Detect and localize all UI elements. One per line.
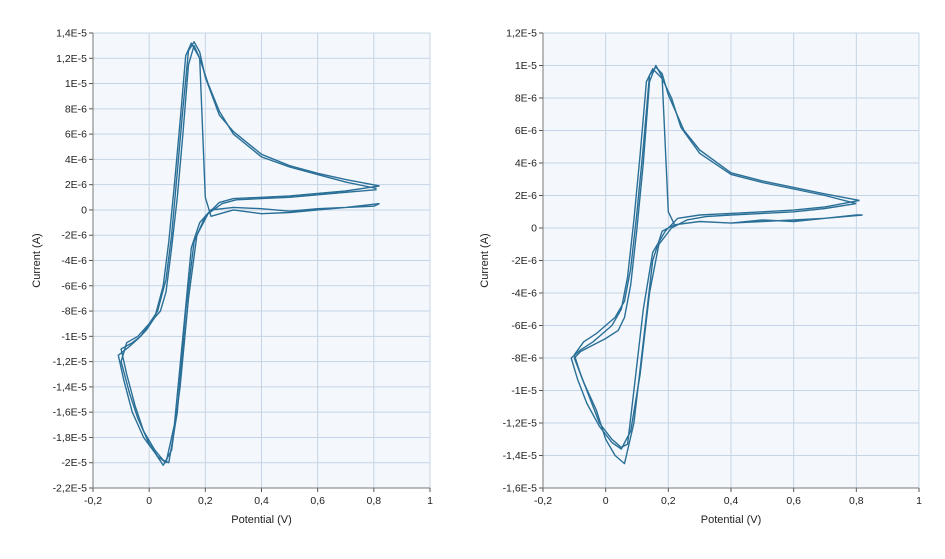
y-tick-label: -8E-6 — [511, 353, 537, 365]
x-tick-label: 0,6 — [310, 495, 325, 507]
x-tick-label: 0,8 — [367, 495, 382, 507]
y-tick-label: -1,6E-5 — [503, 483, 538, 495]
y-tick-label: -6E-6 — [61, 280, 87, 292]
right-chart: -0,2 0 0,2 0,4 0,6 0,8 1 1,2E-5 1E-5 8E-6 6E-6 4E-6… — [479, 28, 922, 527]
y-tick-label: 1,2E-5 — [56, 53, 87, 65]
x-tick-label: 0 — [603, 495, 609, 507]
cv-series-line — [120, 44, 380, 464]
cv-series-line — [117, 42, 377, 466]
cv-series-line — [573, 64, 863, 465]
x-tick-label: 1 — [427, 495, 433, 507]
y-tick-label: 6E-6 — [65, 129, 87, 141]
y-tick-label: -1E-5 — [511, 385, 537, 397]
x-tick-label: 0,6 — [786, 495, 801, 507]
y-tick-label: 6E-6 — [515, 125, 537, 137]
y-tick-label: -6E-6 — [511, 320, 537, 332]
x-axis-label: Potential (V) — [231, 514, 292, 526]
left-chart: -0,2 0 0,2 0,4 0,6 0,8 1 1,4E-5 1,2E-5 1E-5 8E-6 6E… — [31, 28, 433, 527]
y-tick-label: 1,4E-5 — [56, 28, 87, 40]
y-tick-label: 2E-6 — [65, 179, 87, 191]
y-tick-label: -2,2E-5 — [53, 483, 88, 495]
x-tick-label: 0,2 — [661, 495, 676, 507]
y-tick-label: 8E-6 — [515, 93, 537, 105]
x-tick-label: -0,2 — [84, 495, 102, 507]
y-tick-label: -4E-6 — [511, 288, 537, 300]
cv-series-line — [570, 68, 857, 450]
y-tick-label: 1,2E-5 — [506, 28, 537, 40]
x-tick-label: 0,4 — [254, 495, 269, 507]
y-tick-label: -1,6E-5 — [53, 407, 88, 419]
y-tick-label: 1E-5 — [515, 60, 537, 72]
y-tick-label: -1,4E-5 — [53, 381, 88, 393]
y-tick-label: -1E-5 — [61, 331, 87, 343]
cv-series-line — [120, 41, 380, 464]
y-tick-label: -8E-6 — [61, 306, 87, 318]
y-tick-label: 0 — [81, 204, 87, 216]
y-tick-label: -1,4E-5 — [503, 450, 538, 462]
y-tick-label: -2E-6 — [61, 230, 87, 242]
y-tick-label: 0 — [531, 223, 537, 235]
x-axis-label: Potential (V) — [701, 514, 762, 526]
y-tick-label: -1,8E-5 — [53, 432, 88, 444]
y-tick-label: -4E-6 — [61, 255, 87, 267]
x-tick-label: 1 — [916, 495, 922, 507]
y-tick-label: -2E-5 — [61, 457, 87, 469]
x-tick-label: 0,4 — [724, 495, 739, 507]
y-tick-label: 4E-6 — [65, 154, 87, 166]
y-tick-label: 4E-6 — [515, 158, 537, 170]
x-tick-label: 0,8 — [849, 495, 864, 507]
y-tick-label: -1,2E-5 — [53, 356, 88, 368]
y-axis-label: Current (A) — [31, 233, 43, 287]
x-tick-label: -0,2 — [534, 495, 552, 507]
y-tick-label: 1E-5 — [65, 78, 87, 90]
y-tick-label: -2E-6 — [511, 255, 537, 267]
x-tick-label: 0,2 — [198, 495, 213, 507]
x-tick-label: 0 — [146, 495, 152, 507]
y-tick-label: -1,2E-5 — [503, 418, 538, 430]
y-tick-label: 2E-6 — [515, 190, 537, 202]
y-tick-label: 8E-6 — [65, 103, 87, 115]
y-axis-label: Current (A) — [479, 233, 491, 287]
